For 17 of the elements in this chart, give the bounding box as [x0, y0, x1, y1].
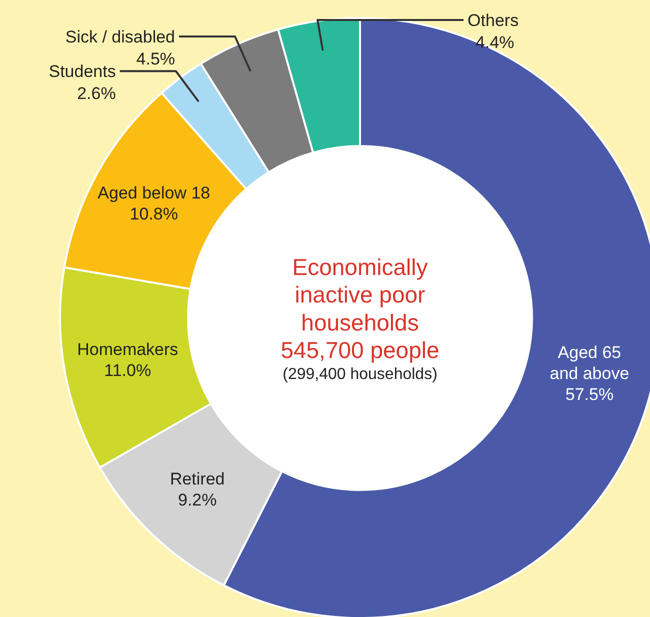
data-label: 9.2%: [178, 490, 217, 510]
text: 545,700 people: [280, 336, 440, 363]
slice-label: Students: [48, 62, 116, 82]
text: Economically inactive poor households: [292, 254, 428, 336]
slice-label: Homemakers: [77, 340, 178, 359]
data-label: 10.8%: [130, 204, 178, 224]
data-label: 4.4%: [476, 33, 514, 52]
slice-label: Aged 65 and above: [550, 343, 630, 384]
data-label: 11.0%: [104, 360, 152, 380]
slice-label: Sick / disabled: [65, 27, 176, 46]
slice-label: Retired: [170, 470, 225, 489]
data-label: 4.5%: [136, 49, 176, 68]
data-label: 2.6%: [77, 84, 116, 104]
slice-label: Others: [468, 11, 519, 30]
data-label: 57.5%: [565, 385, 614, 404]
text: (299,400 households): [282, 366, 438, 383]
slice-label: Aged below 18: [98, 184, 210, 203]
